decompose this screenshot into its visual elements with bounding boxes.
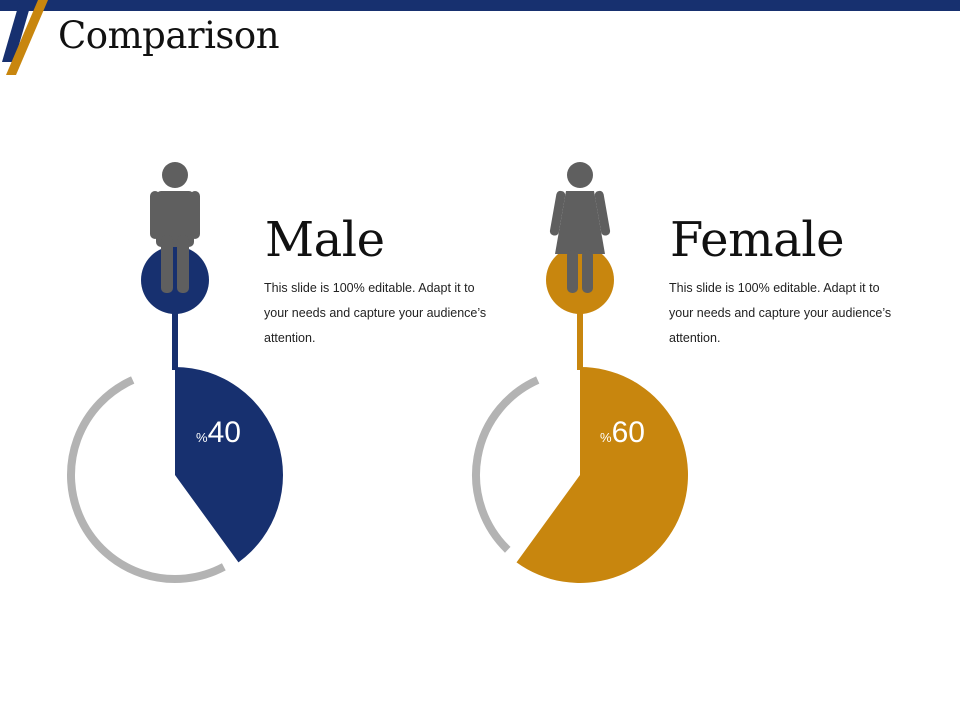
female-person-icon [549,162,611,293]
male-description: This slide is 100% editable. Adapt it to… [264,281,487,345]
male-panel-graphic [55,150,295,590]
top-accent-bar [0,0,960,11]
female-percent-slice [516,367,688,583]
slide-title: Comparison [58,14,280,57]
male-remainder-ring [67,376,226,583]
female-percent-label: %60 [600,416,645,449]
female-remainder-ring [472,376,540,553]
female-panel-graphic [460,150,700,590]
male-connector-line [172,300,178,370]
male-icon-circle [141,246,209,314]
female-heading: Female [670,212,844,268]
male-person-icon [150,162,200,293]
title-stripes-decoration [2,0,48,75]
male-percent-label: %40 [196,416,241,449]
male-heading: Male [265,212,385,268]
female-description: This slide is 100% editable. Adapt it to… [669,281,892,345]
female-connector-line [577,300,583,370]
male-percent-slice [175,367,284,563]
female-icon-circle [546,246,614,314]
